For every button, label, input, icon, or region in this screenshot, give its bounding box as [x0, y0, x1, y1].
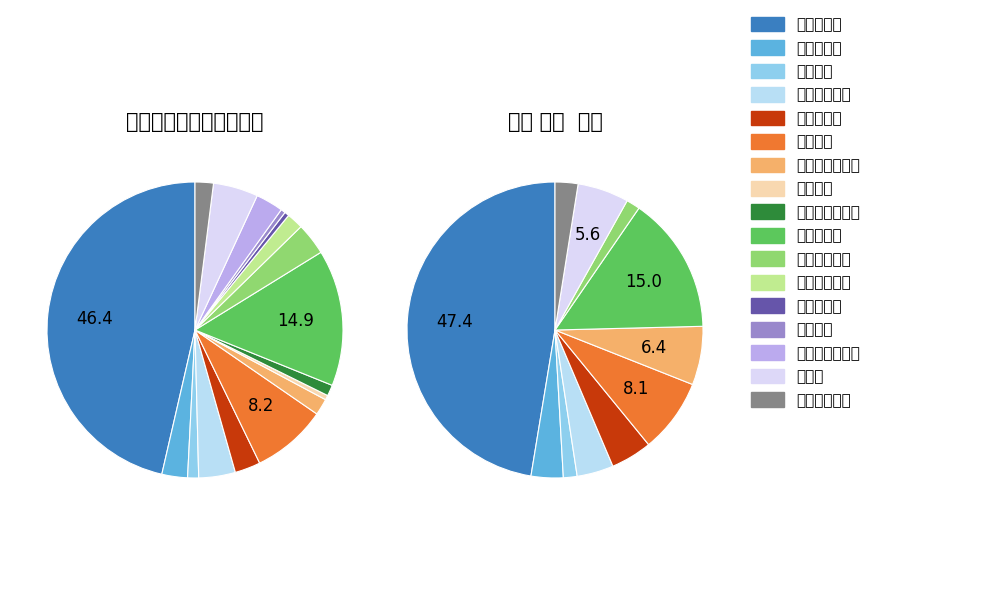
- Text: 46.4: 46.4: [77, 310, 113, 328]
- Text: 47.4: 47.4: [436, 313, 473, 331]
- Wedge shape: [195, 183, 257, 330]
- Wedge shape: [195, 227, 321, 330]
- Wedge shape: [555, 330, 693, 445]
- Text: 8.1: 8.1: [623, 380, 649, 398]
- Wedge shape: [555, 208, 703, 330]
- Title: 鈴木 大地  選手: 鈴木 大地 選手: [508, 112, 602, 133]
- Wedge shape: [195, 330, 326, 414]
- Wedge shape: [47, 182, 195, 474]
- Wedge shape: [195, 212, 289, 330]
- Wedge shape: [195, 330, 235, 478]
- Wedge shape: [555, 330, 649, 466]
- Wedge shape: [195, 330, 260, 472]
- Wedge shape: [555, 182, 578, 330]
- Wedge shape: [195, 215, 301, 330]
- Wedge shape: [555, 330, 613, 476]
- Wedge shape: [555, 326, 703, 385]
- Wedge shape: [195, 252, 343, 385]
- Wedge shape: [555, 330, 577, 478]
- Wedge shape: [531, 330, 563, 478]
- Text: 8.2: 8.2: [247, 397, 274, 415]
- Wedge shape: [195, 330, 317, 463]
- Wedge shape: [162, 330, 195, 478]
- Wedge shape: [555, 184, 627, 330]
- Text: 15.0: 15.0: [625, 273, 662, 291]
- Wedge shape: [195, 182, 214, 330]
- Text: 5.6: 5.6: [575, 226, 601, 244]
- Wedge shape: [195, 210, 285, 330]
- Wedge shape: [195, 196, 281, 330]
- Text: 14.9: 14.9: [277, 313, 314, 331]
- Wedge shape: [195, 330, 328, 400]
- Wedge shape: [407, 182, 555, 476]
- Text: 6.4: 6.4: [641, 338, 667, 356]
- Wedge shape: [195, 330, 332, 395]
- Wedge shape: [555, 201, 639, 330]
- Wedge shape: [188, 330, 199, 478]
- Legend: ストレート, ツーシーム, シュート, カットボール, スプリット, フォーク, チェンジアップ, シンカー, 高速スライダー, スライダー, 縦スライダー, : ストレート, ツーシーム, シュート, カットボール, スプリット, フォーク,…: [748, 14, 863, 411]
- Title: パ・リーグ全プレイヤー: パ・リーグ全プレイヤー: [126, 112, 264, 133]
